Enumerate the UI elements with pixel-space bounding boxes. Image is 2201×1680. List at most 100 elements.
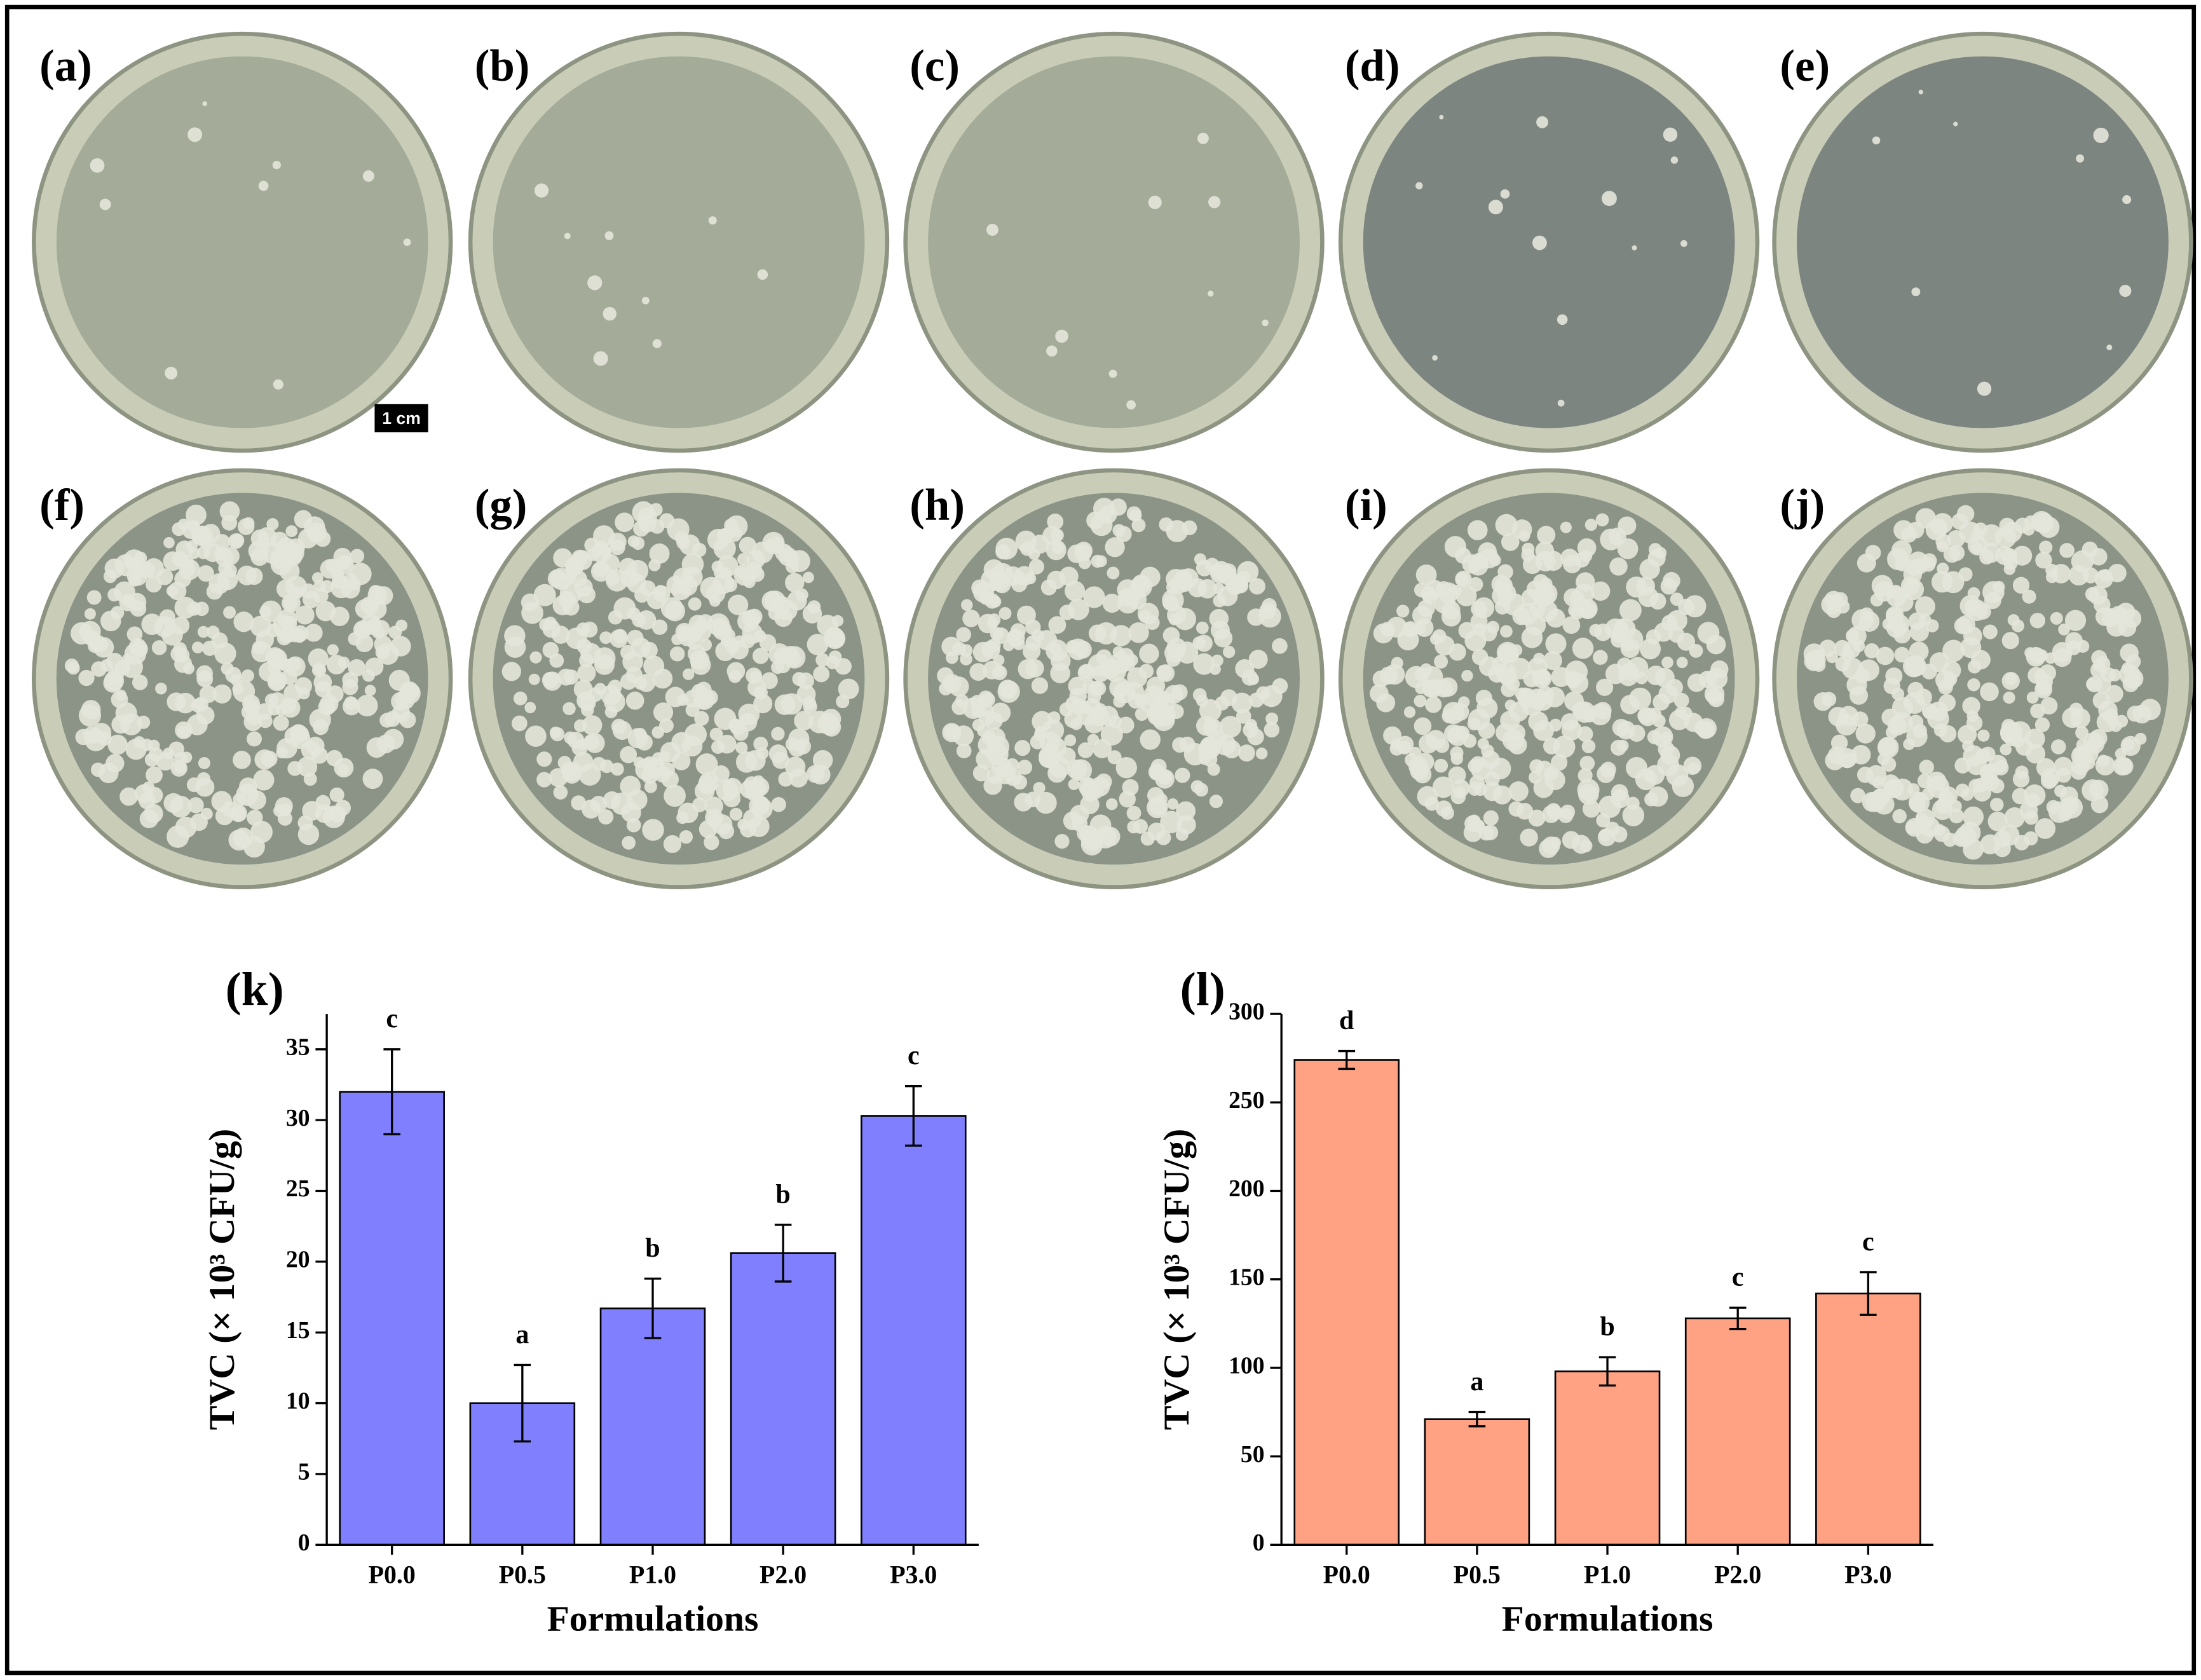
colony — [84, 608, 96, 620]
colony — [615, 512, 634, 533]
x-axis-title: Formulations — [547, 1599, 759, 1639]
colony — [995, 763, 1016, 784]
colony — [294, 510, 313, 529]
colony — [521, 593, 539, 611]
colony — [651, 726, 664, 739]
colony — [663, 835, 682, 854]
colony — [2069, 702, 2083, 717]
colony — [258, 181, 269, 191]
x-tick-label: P1.0 — [629, 1560, 676, 1588]
colony — [1506, 677, 1520, 691]
colony — [1958, 567, 1973, 582]
colony — [1039, 732, 1061, 753]
colony — [699, 638, 712, 652]
colony — [2036, 649, 2048, 662]
colony — [1919, 760, 1935, 775]
colony — [982, 660, 1001, 680]
y-tick-label: 0 — [298, 1529, 310, 1556]
colony — [709, 727, 723, 741]
colony — [2015, 765, 2029, 779]
colony — [712, 765, 730, 782]
colony — [1678, 598, 1694, 615]
colony — [1956, 505, 1975, 523]
colony — [1925, 519, 1947, 541]
colony — [1663, 127, 1678, 142]
colony — [1663, 571, 1680, 590]
colony — [78, 669, 95, 686]
colony — [315, 681, 332, 698]
colony — [1196, 621, 1209, 634]
colony — [1068, 778, 1080, 790]
colony — [1176, 801, 1196, 821]
colony — [587, 275, 603, 290]
colony — [1905, 817, 1925, 837]
colony — [1481, 751, 1500, 770]
petri-dish-agar — [928, 56, 1300, 428]
colony — [1087, 734, 1100, 746]
colony — [1172, 737, 1188, 753]
colony — [285, 656, 306, 677]
colony — [1881, 756, 1897, 772]
colony — [1542, 836, 1560, 855]
colony — [1572, 638, 1594, 659]
colony — [1543, 550, 1564, 571]
colony — [712, 620, 732, 641]
colony — [155, 682, 167, 695]
colony — [1581, 739, 1596, 754]
colony — [1414, 717, 1432, 735]
x-axis-title: Formulations — [1502, 1599, 1714, 1639]
colony — [1433, 591, 1456, 614]
colony — [1083, 586, 1105, 608]
colony — [1477, 738, 1489, 750]
colony — [986, 617, 998, 629]
colony — [761, 672, 778, 690]
colony — [1973, 782, 1992, 802]
panel-label: (b) — [475, 41, 530, 91]
colony — [1687, 762, 1700, 775]
colony — [206, 583, 223, 600]
colony — [1954, 757, 1971, 774]
colony — [622, 836, 636, 850]
colony — [598, 809, 614, 825]
colony — [1659, 732, 1672, 744]
colony — [737, 819, 749, 831]
colony — [191, 641, 204, 653]
colony — [1175, 767, 1190, 783]
colony — [677, 625, 690, 638]
colony — [550, 727, 565, 742]
colony — [737, 553, 750, 566]
colony — [625, 691, 644, 710]
colony — [961, 599, 973, 611]
colony — [1872, 776, 1885, 789]
colony — [390, 636, 411, 657]
colony — [1492, 585, 1513, 607]
colony — [1931, 571, 1953, 593]
colony — [1652, 693, 1670, 711]
colony — [533, 584, 556, 606]
colony — [1237, 561, 1259, 583]
colony — [121, 653, 134, 666]
colony — [742, 609, 761, 629]
colony — [2123, 672, 2141, 689]
error-bar — [1598, 1356, 1616, 1387]
colony — [601, 685, 622, 706]
colony — [1104, 660, 1127, 682]
colony — [1595, 513, 1609, 527]
colony — [659, 513, 675, 529]
colony — [1508, 781, 1529, 802]
colony — [107, 734, 128, 755]
colony — [1835, 656, 1851, 672]
colony — [542, 671, 559, 688]
colony — [2023, 784, 2046, 807]
colony — [2034, 818, 2056, 839]
colony — [2105, 685, 2123, 703]
colony — [1970, 542, 1983, 554]
error-bar — [1860, 1271, 1877, 1316]
colony — [1885, 726, 1899, 739]
colony — [172, 617, 190, 635]
bar — [1554, 1370, 1661, 1546]
colony — [651, 619, 668, 635]
colony — [2000, 724, 2020, 744]
error-bar — [904, 1085, 922, 1147]
colony — [1836, 714, 1857, 736]
